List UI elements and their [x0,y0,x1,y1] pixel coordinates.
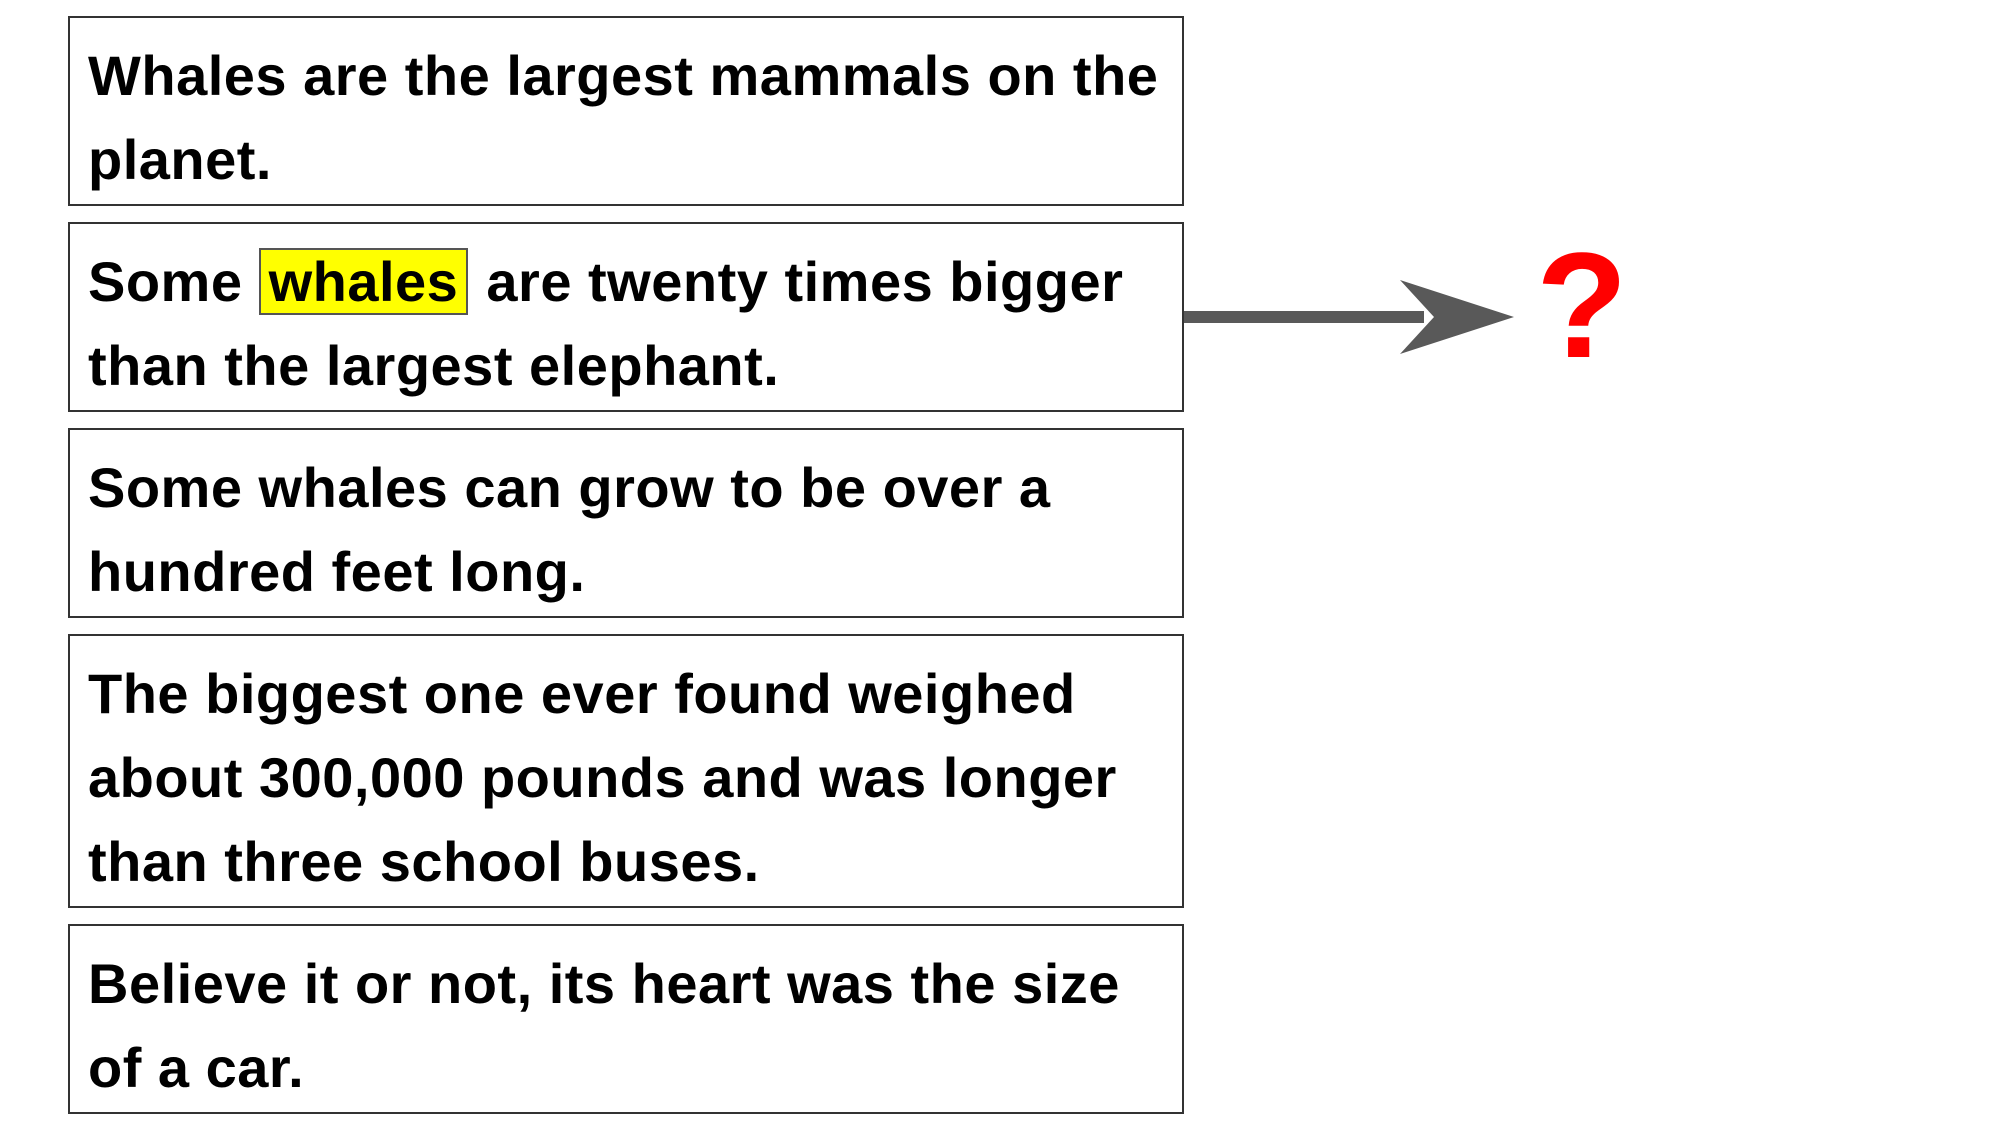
sentence-box-5: Believe it or not, its heart was the siz… [68,924,1184,1114]
sentence-box-2: Some whales are twenty times bigger than… [68,222,1184,412]
sentence-text-4: The biggest one ever found weighed about… [88,662,1117,893]
right-arrow-icon [1184,280,1514,354]
sentence-text-2-before: Some [88,250,243,313]
sentence-text-5: Believe it or not, its heart was the siz… [88,952,1120,1099]
arrow-shaft [1184,311,1424,323]
sentence-text-1: Whales are the largest mammals on the pl… [88,44,1159,191]
sentence-box-4: The biggest one ever found weighed about… [68,634,1184,908]
arrow-head [1400,280,1514,354]
sentence-text-2-after: are twenty times bigger than the largest… [88,250,1124,397]
sentence-box-1: Whales are the largest mammals on the pl… [68,16,1184,206]
sentence-text-3: Some whales can grow to be over a hundre… [88,456,1051,603]
question-mark: ? [1536,221,1628,389]
highlighted-word: whales [258,248,469,315]
sentence-box-3: Some whales can grow to be over a hundre… [68,428,1184,618]
